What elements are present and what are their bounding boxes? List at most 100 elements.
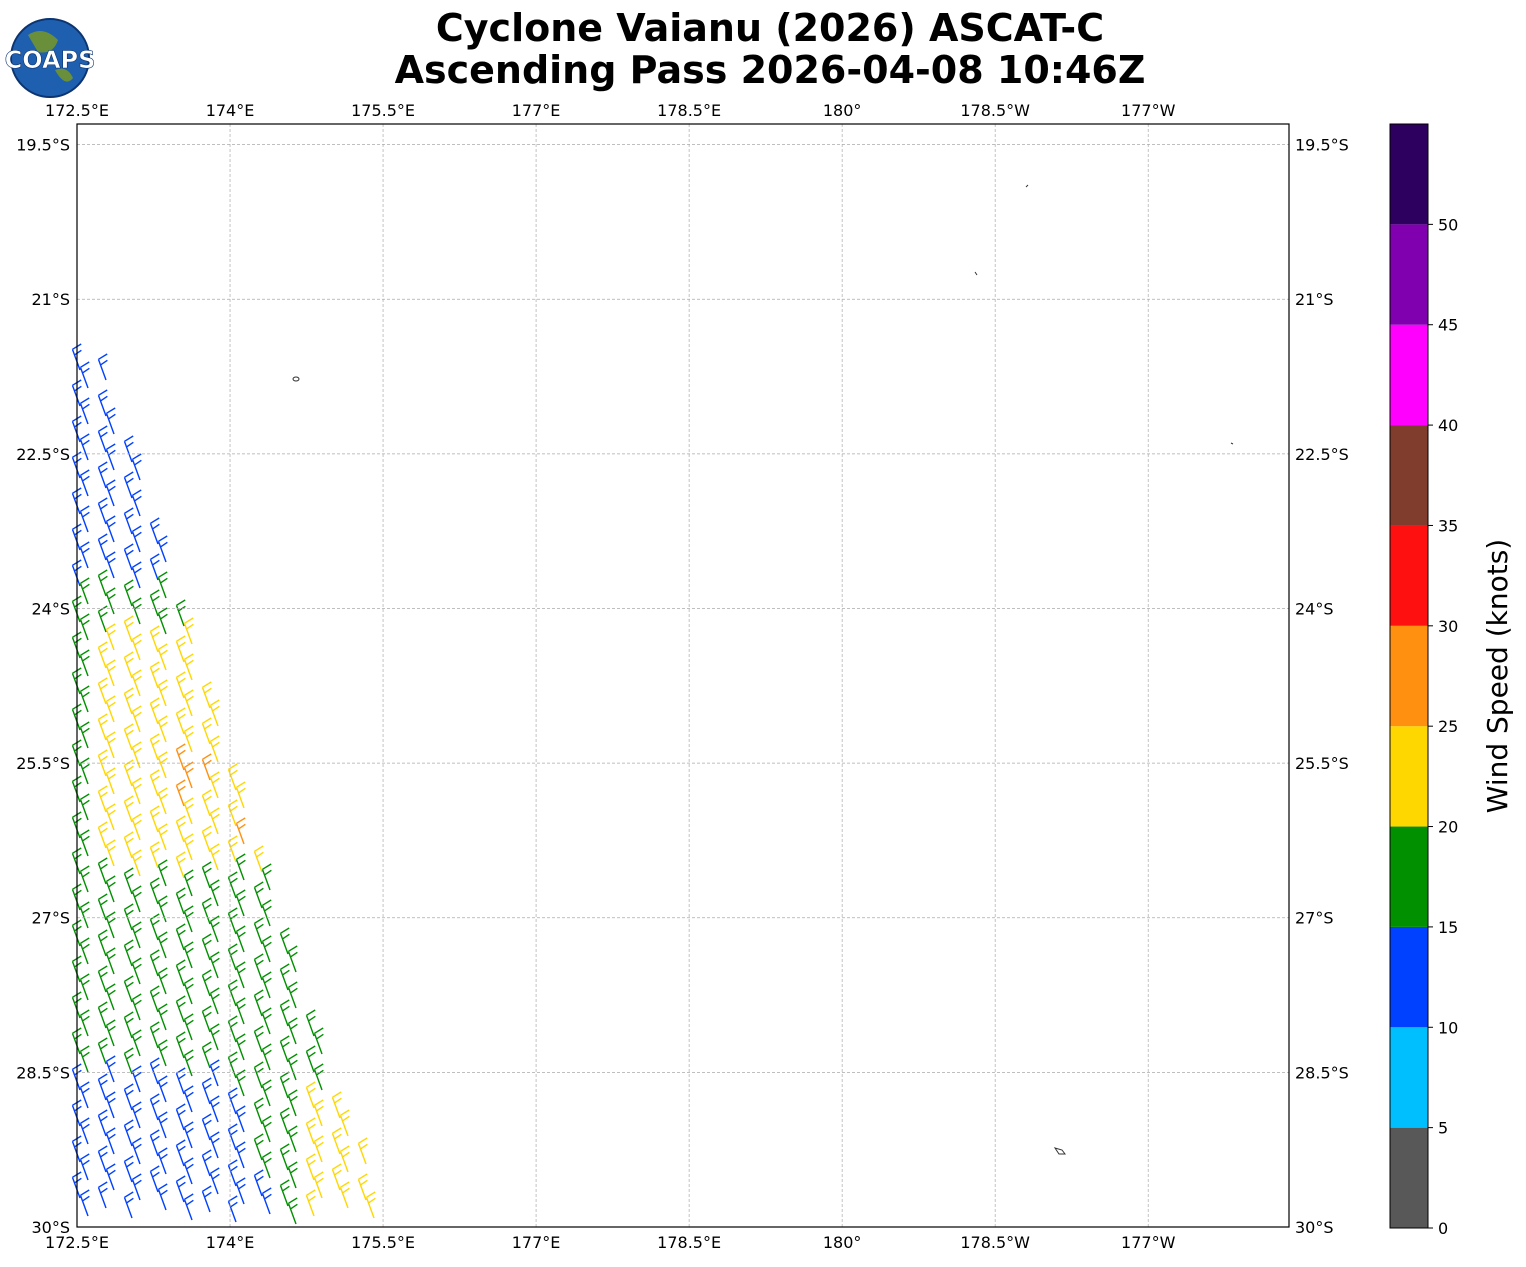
- barb-staff: [131, 531, 141, 553]
- lat-tick-label: 28.5°S: [1295, 1063, 1349, 1082]
- barb-feather: [82, 763, 90, 770]
- wind-barb: [123, 903, 134, 931]
- barb-staff: [71, 385, 81, 407]
- wind-barb: [149, 1093, 160, 1121]
- barb-staff: [227, 1129, 237, 1151]
- barb-feather: [98, 569, 108, 576]
- wind-barb: [235, 961, 246, 989]
- barb-feather: [134, 531, 142, 538]
- barb-feather: [152, 703, 160, 710]
- wind-barb: [183, 977, 194, 1005]
- barb-feather: [228, 763, 238, 770]
- barb-feather: [82, 799, 90, 806]
- barb-feather: [74, 889, 82, 896]
- barb-feather: [236, 1069, 246, 1076]
- wind-barb: [201, 789, 212, 817]
- barb-staff: [131, 1071, 141, 1093]
- barb-feather: [202, 969, 212, 976]
- wind-barb: [235, 853, 246, 881]
- barb-feather: [134, 1071, 142, 1078]
- barb-feather: [100, 539, 108, 546]
- barb-staff: [131, 711, 141, 733]
- barb-feather: [74, 493, 82, 500]
- barb-staff: [209, 921, 219, 943]
- barb-staff: [157, 937, 167, 959]
- barb-staff: [235, 1039, 245, 1061]
- barb-feather: [280, 963, 290, 970]
- wind-barb: [201, 717, 212, 745]
- barb-feather: [134, 603, 142, 610]
- barb-feather: [108, 1061, 116, 1068]
- wind-barb: [79, 649, 90, 677]
- barb-staff: [175, 929, 185, 951]
- barb-staff: [105, 701, 115, 723]
- wind-barb: [79, 793, 90, 821]
- wind-barb: [131, 489, 142, 517]
- barb-staff: [149, 523, 159, 545]
- wind-barb: [279, 1179, 290, 1207]
- colorbar-segment: [1390, 1027, 1428, 1128]
- barb-feather: [160, 973, 168, 980]
- barb-feather: [186, 731, 194, 738]
- barb-feather: [80, 937, 90, 944]
- barb-staff: [71, 961, 81, 983]
- barb-feather: [160, 901, 168, 908]
- barb-feather: [134, 1143, 142, 1150]
- wind-barbs: [71, 343, 376, 1225]
- barb-feather: [80, 1117, 90, 1124]
- barb-staff: [209, 993, 219, 1015]
- barb-feather: [106, 587, 116, 594]
- barb-feather: [210, 1059, 220, 1066]
- barb-feather: [108, 989, 116, 996]
- title: Cyclone Vaianu (2026) ASCAT-C: [436, 6, 1104, 50]
- wind-barb: [149, 949, 160, 977]
- barb-feather: [238, 1183, 246, 1190]
- barb-staff: [209, 1137, 219, 1159]
- barb-staff: [209, 741, 219, 763]
- barb-feather: [176, 1031, 186, 1038]
- barb-feather: [228, 907, 238, 914]
- wind-barb: [97, 425, 108, 453]
- barb-staff: [339, 1151, 349, 1173]
- barb-feather: [186, 1055, 194, 1062]
- barb-feather: [98, 893, 108, 900]
- wind-barb: [183, 725, 194, 753]
- wind-barb: [175, 743, 186, 771]
- barb-feather: [212, 885, 220, 892]
- wind-barb: [175, 1175, 186, 1203]
- barb-feather: [98, 641, 108, 648]
- barb-feather: [134, 1179, 142, 1186]
- barb-feather: [230, 913, 238, 920]
- barb-feather: [74, 853, 82, 860]
- wind-barb: [175, 923, 186, 951]
- wind-barb: [183, 617, 194, 645]
- wind-barb: [287, 1053, 298, 1081]
- barb-feather: [132, 1029, 142, 1036]
- barb-feather: [132, 597, 142, 604]
- barb-feather: [98, 1073, 108, 1080]
- barb-staff: [305, 1051, 315, 1073]
- barb-feather: [288, 981, 298, 988]
- wind-barb: [105, 983, 116, 1011]
- barb-staff: [357, 1179, 367, 1201]
- barb-feather: [204, 1011, 212, 1018]
- wind-barb: [105, 911, 116, 939]
- barb-staff: [227, 949, 237, 971]
- barb-staff: [287, 987, 297, 1009]
- barb-staff: [123, 1125, 133, 1147]
- barb-staff: [175, 1001, 185, 1023]
- barb-staff: [287, 951, 297, 973]
- lat-tick-label: 19.5°S: [1295, 136, 1349, 155]
- wind-barb: [123, 1047, 134, 1075]
- wind-barb: [131, 921, 142, 949]
- colorbar-segment: [1390, 124, 1428, 225]
- wind-barb: [149, 877, 160, 905]
- barb-staff: [253, 1175, 263, 1197]
- barb-feather: [230, 841, 238, 848]
- wind-barb: [313, 1099, 324, 1127]
- barb-feather: [332, 1163, 342, 1170]
- barb-staff: [79, 1087, 89, 1109]
- barb-staff: [149, 919, 159, 941]
- barb-feather: [230, 1057, 238, 1064]
- wind-barb: [105, 443, 116, 471]
